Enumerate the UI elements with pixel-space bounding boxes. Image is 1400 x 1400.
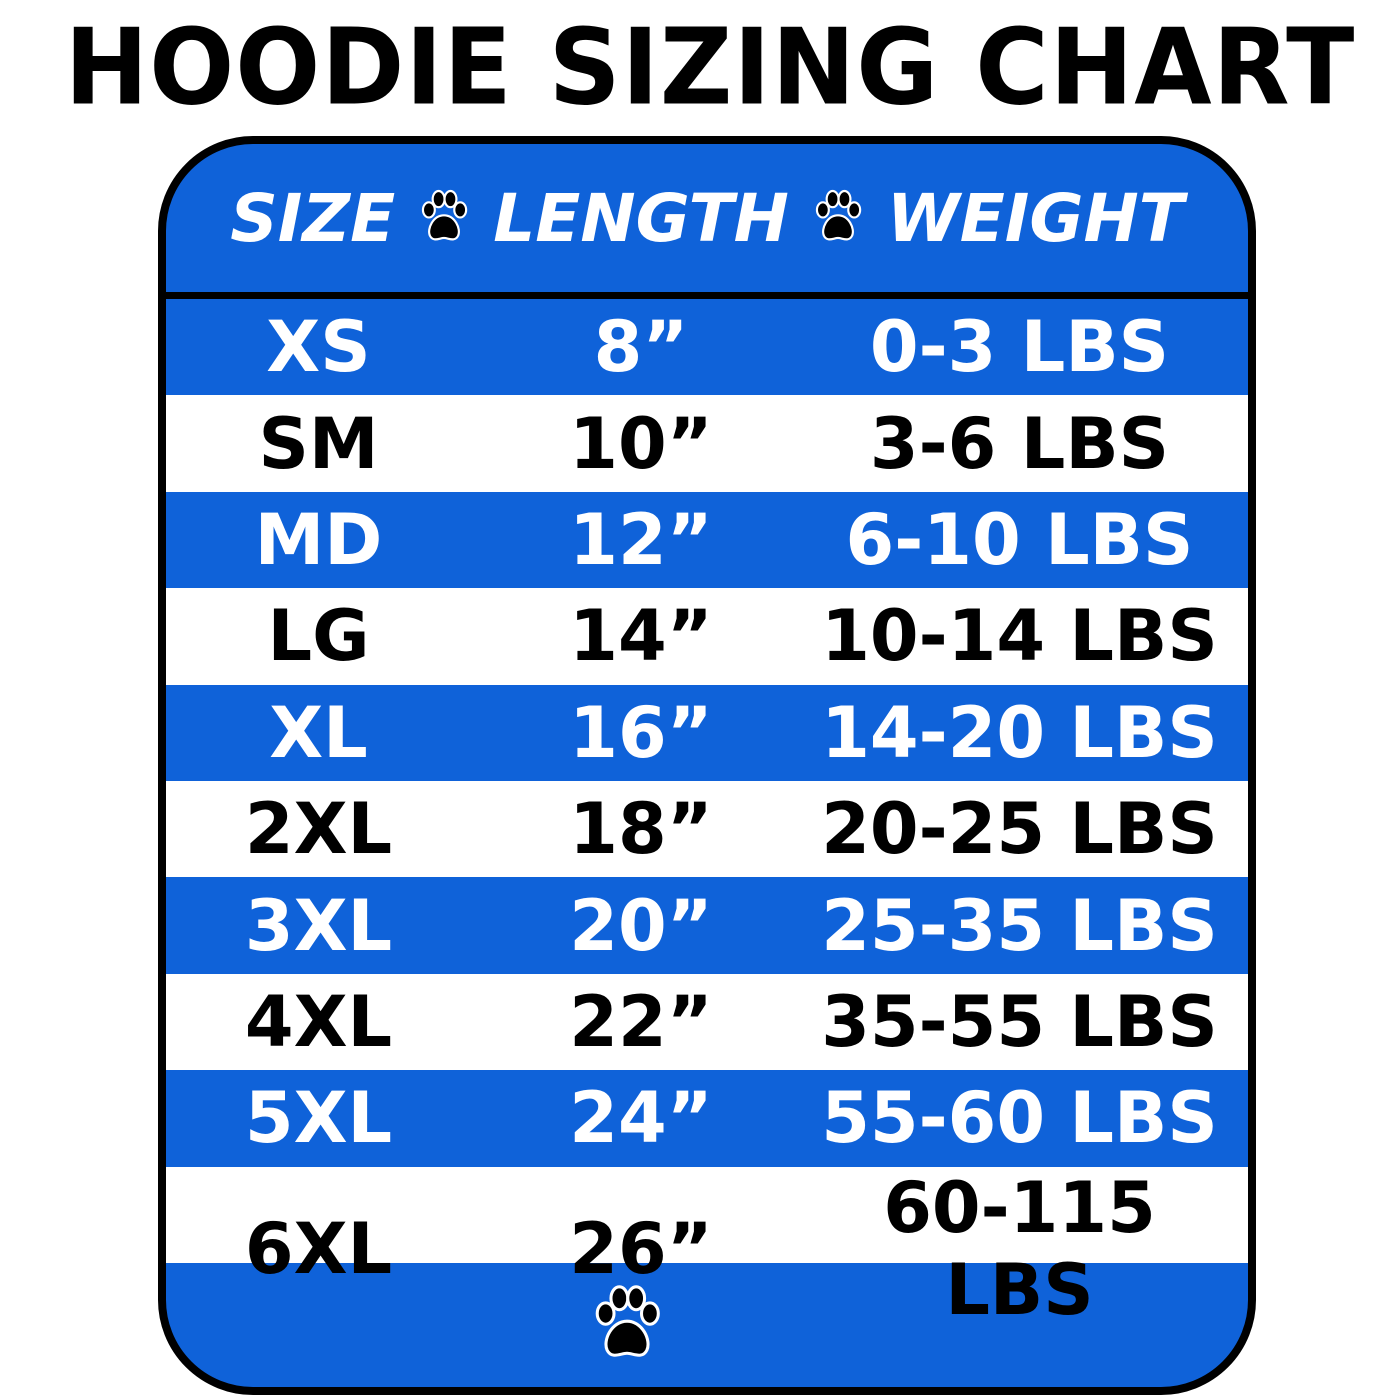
- table-row: 3XL 20” 25-35 LBS: [166, 877, 1248, 974]
- cell-weight: 3-6 LBS: [869, 402, 1170, 485]
- table-row: 6XL 26” 60-115 LBS: [166, 1166, 1248, 1331]
- cell-weight: 10-14 LBS: [821, 595, 1218, 678]
- cell-length: 24”: [569, 1077, 713, 1160]
- cell-size: 2XL: [244, 788, 393, 871]
- table-row: 5XL 24” 55-60 LBS: [166, 1070, 1248, 1167]
- cell-weight: 25-35 LBS: [821, 884, 1218, 967]
- table-row: XS 8” 0-3 LBS: [166, 299, 1248, 396]
- cell-size: XL: [269, 691, 368, 774]
- cell-length: 20”: [569, 884, 713, 967]
- table-row: XL 16” 14-20 LBS: [166, 684, 1248, 781]
- cell-length: 12”: [569, 498, 713, 581]
- cell-length: 18”: [569, 788, 713, 871]
- cell-size: XS: [266, 306, 371, 389]
- cell-length: 10”: [569, 402, 713, 485]
- page-title: HOODIE SIZING CHART: [64, 6, 1356, 129]
- table-row: 2XL 18” 20-25 LBS: [166, 780, 1248, 878]
- cell-length: 8”: [593, 306, 689, 389]
- cell-weight: 20-25 LBS: [821, 788, 1218, 871]
- cell-length: 14”: [569, 595, 713, 678]
- cell-length: 22”: [569, 980, 713, 1063]
- cell-size: 3XL: [244, 884, 393, 967]
- cell-size: 4XL: [244, 980, 393, 1063]
- paw-print-icon: [595, 1285, 660, 1358]
- cell-weight: 0-3 LBS: [869, 306, 1170, 389]
- header-weight: WEIGHT: [886, 179, 1184, 257]
- cell-weight: 60-115 LBS: [883, 1166, 1156, 1331]
- cell-weight: 55-60 LBS: [821, 1077, 1218, 1160]
- cell-length: 26”: [569, 1207, 713, 1290]
- cell-length: 16”: [569, 691, 713, 774]
- cell-size: LG: [267, 595, 370, 678]
- paw-print-icon: [815, 189, 862, 241]
- table-footer: [166, 1263, 1248, 1387]
- table-row: LG 14” 10-14 LBS: [166, 588, 1248, 685]
- cell-weight: 6-10 LBS: [845, 498, 1194, 581]
- paw-print-icon: [422, 189, 468, 241]
- cell-weight: 35-55 LBS: [821, 980, 1218, 1063]
- cell-size: 5XL: [244, 1077, 393, 1160]
- header-size: SIZE: [230, 179, 396, 257]
- table-row: SM 10” 3-6 LBS: [166, 395, 1248, 492]
- cell-weight: 14-20 LBS: [821, 691, 1218, 774]
- cell-size: MD: [254, 498, 383, 581]
- cell-size: SM: [258, 402, 379, 485]
- sizing-table: SIZE LENGTH WEIGHT XS 8” 0-3 LBS SM 10” 3-6 L…: [158, 136, 1256, 1395]
- cell-size: 6XL: [244, 1207, 393, 1290]
- table-row: MD 12” 6-10 LBS: [166, 491, 1248, 589]
- table-header: SIZE LENGTH WEIGHT: [166, 144, 1248, 299]
- header-length: LENGTH: [493, 179, 789, 257]
- table-row: 4XL 22” 35-55 LBS: [166, 973, 1248, 1071]
